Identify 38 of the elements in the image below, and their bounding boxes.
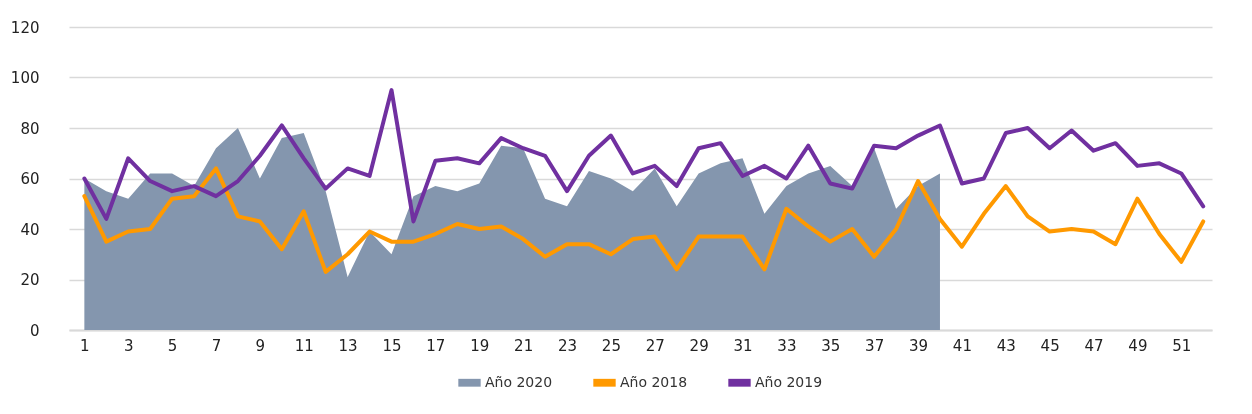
x-tick-label: 19	[470, 336, 490, 355]
y-tick-label: 100	[10, 69, 40, 87]
x-tick-label: 29	[689, 336, 709, 355]
x-tick-label: 7	[211, 336, 222, 355]
x-tick-label: 21	[514, 336, 534, 355]
legend-label: Año 2018	[620, 373, 688, 390]
x-tick-label: 11	[294, 336, 314, 355]
x-tick-label: 3	[123, 336, 134, 355]
x-tick-label: 35	[821, 336, 841, 355]
x-tick-label: 31	[733, 336, 753, 355]
x-tick-label: 49	[1128, 336, 1148, 355]
x-tick-label: 45	[1040, 336, 1060, 355]
x-tick-label: 43	[996, 336, 1016, 355]
y-tick-label: 80	[20, 119, 40, 138]
line-series	[82, 88, 1206, 224]
line-series	[82, 166, 1206, 274]
x-tick-label: 27	[645, 336, 665, 355]
x-tick-label: 15	[382, 336, 402, 355]
x-tick-label: 9	[255, 336, 266, 355]
x-tick-label: 1	[80, 336, 90, 355]
x-tick-label: 41	[952, 336, 972, 355]
y-tick-label: 60	[20, 170, 40, 188]
legend-label: Año 2019	[755, 373, 823, 390]
x-tick-label: 37	[865, 336, 885, 355]
x-tick-label: 25	[601, 336, 621, 355]
x-tick-label: 23	[557, 336, 578, 355]
x-tick-label: 47	[1084, 336, 1104, 355]
legend-label: Año 2020	[485, 373, 553, 390]
x-tick-label: 51	[1172, 336, 1192, 355]
y-tick-label: 120	[10, 18, 40, 37]
x-tick-label: 13	[338, 336, 358, 355]
y-tick-label: 0	[29, 321, 40, 340]
y-tick-label: 20	[20, 271, 40, 289]
x-tick-label: 17	[426, 336, 446, 355]
x-tick-label: 5	[167, 336, 178, 355]
x-tick-label: 39	[908, 336, 929, 355]
y-tick-label: 40	[20, 220, 40, 239]
x-tick-label: 33	[777, 336, 797, 355]
